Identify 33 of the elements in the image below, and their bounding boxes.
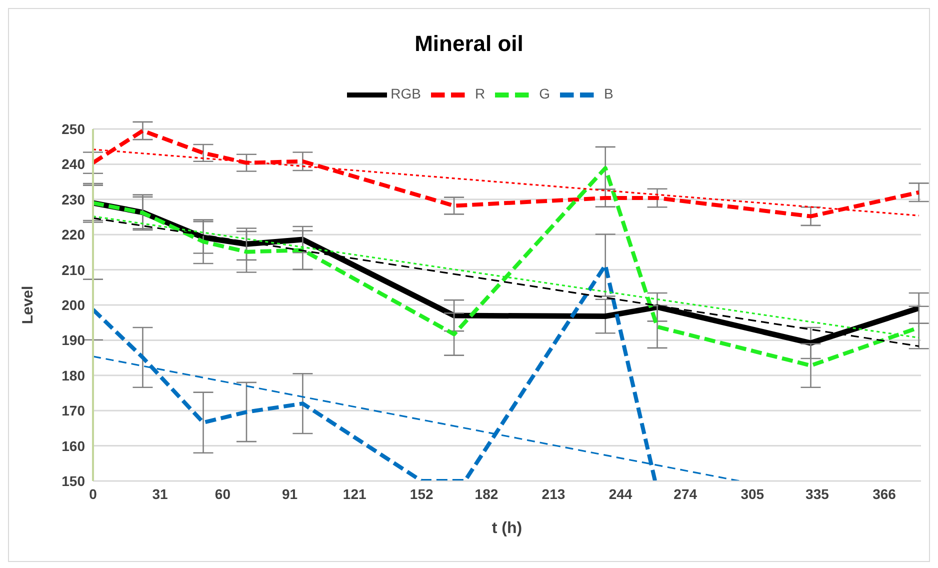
x-tick-label: 121 bbox=[342, 486, 366, 502]
legend-label: R bbox=[474, 86, 486, 102]
y-tick-label: 190 bbox=[62, 332, 86, 348]
chart-title: Mineral oil bbox=[414, 31, 524, 58]
y-tick-label: 150 bbox=[62, 472, 86, 489]
y-tick-label: 210 bbox=[62, 262, 86, 278]
legend-label: RGB bbox=[390, 86, 421, 102]
x-tick-label: 244 bbox=[608, 486, 632, 502]
y-tick-label: 220 bbox=[62, 226, 86, 243]
x-tick-label: 152 bbox=[410, 486, 434, 502]
x-tick-label: 182 bbox=[474, 486, 498, 502]
x-axis-title: t (h) bbox=[492, 520, 522, 537]
x-tick-label: 91 bbox=[282, 486, 298, 502]
y-axis-title: Level bbox=[19, 286, 36, 324]
y-tick-label: 170 bbox=[62, 402, 86, 419]
y-tick-label: 200 bbox=[62, 296, 86, 313]
y-tick-label: 160 bbox=[62, 438, 86, 454]
x-tick-label: 213 bbox=[542, 486, 566, 502]
x-tick-label: 305 bbox=[740, 486, 764, 502]
y-tick-label: 180 bbox=[62, 367, 86, 384]
line-series bbox=[93, 129, 921, 218]
x-tick-label: 60 bbox=[214, 486, 231, 502]
y-tick-label: 250 bbox=[62, 120, 86, 137]
y-tick-label: 240 bbox=[62, 156, 86, 172]
legend-label: G bbox=[539, 86, 550, 102]
legend-label: B bbox=[604, 86, 614, 102]
line-series bbox=[93, 166, 921, 368]
y-tick-label: 230 bbox=[62, 191, 86, 208]
x-tick-label: 31 bbox=[152, 486, 168, 502]
x-tick-label: 274 bbox=[674, 486, 698, 502]
x-tick-label: 366 bbox=[872, 486, 896, 502]
x-tick-label: 335 bbox=[806, 486, 830, 502]
x-tick-label: 0 bbox=[89, 486, 98, 502]
